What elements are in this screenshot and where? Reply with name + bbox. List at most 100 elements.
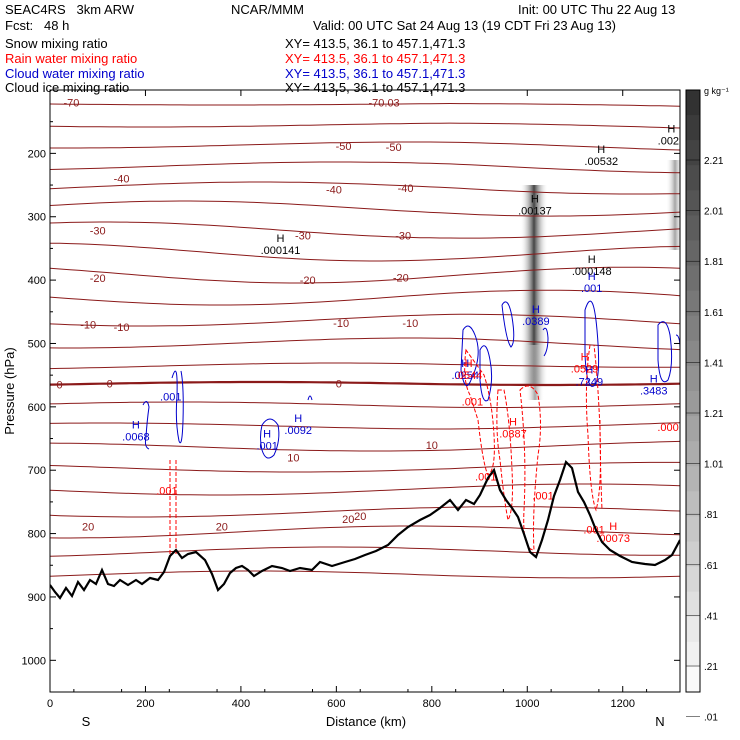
y-tick-label: 1000 (22, 655, 46, 667)
snow-column-lower (526, 345, 544, 400)
snow-field-name: Snow mixing ratio (5, 36, 108, 51)
isotherm-line (50, 141, 680, 151)
max-marker-h: H (650, 373, 658, 385)
max-marker-h: H (585, 364, 593, 376)
colorbar-label: 1.01 (704, 460, 724, 471)
rain-contour (496, 389, 513, 522)
max-marker-value: .0387 (499, 428, 527, 440)
max-marker-h: H (461, 358, 469, 370)
rain-contour (519, 385, 541, 551)
cloud-water-field-xy: XY= 413.5, 36.1 to 457.1,471.3 (285, 66, 466, 81)
isotherm-label: 0 (107, 378, 113, 390)
colorbar-label: .81 (704, 510, 718, 521)
isotherm-label: -50 (336, 141, 352, 153)
isotherm-line (50, 122, 680, 129)
isotherm-label: -30 (90, 226, 106, 238)
colorbar-swatch (686, 365, 700, 392)
max-marker-value: .0529 (571, 364, 599, 376)
y-tick-label: 600 (28, 402, 46, 414)
max-marker-value: .00532 (584, 156, 618, 168)
isotherm-line (50, 440, 680, 452)
isotherm-line (50, 337, 680, 351)
isotherm-line (50, 200, 680, 217)
cloud-contour (260, 418, 280, 459)
y-tick-label: 500 (28, 338, 46, 350)
x-tick-label: 200 (136, 698, 154, 710)
y-tick-label: 200 (28, 148, 46, 160)
plot-frame (49, 89, 681, 693)
isotherm-label: -30 (295, 231, 311, 243)
forecast-hour: Fcst: 48 h (5, 18, 70, 33)
isotherm-label: 20 (342, 514, 354, 526)
isotherm-label: -40 (326, 184, 342, 196)
max-marker-value: .001 (160, 392, 181, 404)
isotherm-line (50, 401, 680, 408)
max-marker-h: H (263, 428, 271, 440)
colorbar-label: 1.21 (704, 409, 724, 420)
isotherm-line (50, 570, 680, 579)
x-tick-label: 1200 (610, 698, 634, 710)
colorbar: 2.21 2.01 1.81 1.61 1.41 1.21 1.01 .81 .61 .41 .21… (685, 89, 724, 724)
colorbar-swatch (686, 190, 700, 216)
max-marker-h: H (277, 233, 285, 245)
maxima-labels: H.000141H.00137H.00532H.0026H.000148H.03… (122, 124, 680, 545)
isotherm-line (50, 546, 680, 557)
colorbar-swatch (686, 265, 700, 292)
isotherm-line (50, 525, 680, 539)
max-marker-h: H (531, 193, 539, 205)
max-marker-h: H (588, 254, 596, 266)
max-marker-h: H (597, 144, 605, 156)
isotherm-label: 0 (56, 380, 62, 392)
cloud-contour (542, 327, 549, 357)
center-name: NCAR/MMM (231, 2, 304, 17)
colorbar-swatch (686, 541, 700, 568)
cloud-contour (171, 370, 184, 444)
isotherm-line (50, 461, 680, 473)
colorbar-swatch (686, 441, 700, 467)
max-marker-value: .001 (532, 490, 553, 502)
isotherm-label: -70.03 (368, 98, 399, 110)
max-marker-h: H (509, 416, 517, 428)
colorbar-swatch (686, 616, 700, 643)
rain-field-xy: XY= 413.5, 36.1 to 457.1,471.3 (285, 51, 466, 66)
cloud-contour (584, 300, 600, 387)
cloud-contour (142, 401, 150, 450)
isotherm-line (50, 266, 680, 284)
cloud-ice-field-name: Cloud ice mixing ratio (5, 80, 130, 95)
isotherm-line (50, 102, 680, 107)
max-marker-value: .001 (462, 397, 483, 409)
max-marker-value: .00073 (596, 533, 630, 545)
colorbar-frame (685, 89, 701, 693)
isotherm-line (50, 221, 680, 239)
valid-time: Valid: 00 UTC Sat 24 Aug 13 (19 CDT Fri … (313, 18, 617, 33)
y-tick-label: 900 (28, 592, 46, 604)
temperature-contours (50, 102, 680, 579)
y-axis-label: Pressure (hPa) (2, 347, 17, 434)
colorbar-label: .61 (704, 561, 718, 572)
max-marker-value: .0092 (284, 425, 312, 437)
max-marker-h: H (609, 521, 617, 533)
terrain-line (50, 459, 680, 600)
y-tick-label: 700 (28, 465, 46, 477)
x-tick-label: 0 (47, 698, 53, 710)
max-marker-value: .001 (583, 525, 604, 537)
colorbar-swatch (686, 516, 700, 542)
temperature-contour-labels: -70 -70.03 -50 -50 -40 -40 -40 -30 -30 -30 -20 -20 -… (56, 98, 437, 534)
cloud-contour (675, 334, 680, 351)
cloud-contour (501, 301, 515, 348)
colorbar-label: .21 (704, 662, 718, 673)
max-marker-h: H (132, 420, 140, 432)
max-marker-value: .7249 (576, 376, 604, 388)
max-marker-h: H (667, 124, 675, 136)
max-marker-value: .00137 (518, 205, 552, 217)
isotherm-label: -40 (398, 183, 414, 195)
max-marker-value: .000141 (261, 245, 301, 257)
isotherm-label: 20 (216, 522, 228, 534)
colorbar-swatch (686, 165, 700, 191)
isotherm-line (50, 362, 680, 370)
isotherm-line (50, 483, 680, 496)
isotherm-line (50, 380, 680, 387)
snow-field-xy: XY= 413.5, 36.1 to 457.1,471.3 (285, 36, 466, 51)
colorbar-swatch (686, 491, 700, 517)
